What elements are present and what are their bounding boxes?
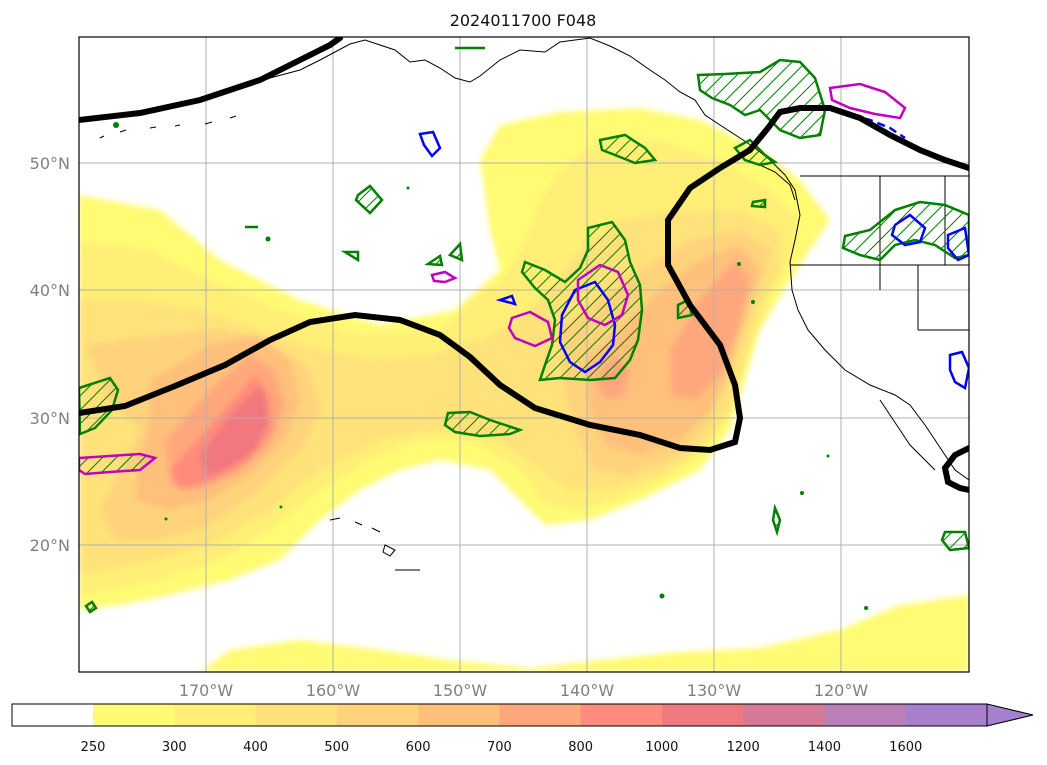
colorbar-swatches <box>12 704 988 726</box>
aleutian-islands <box>99 115 237 139</box>
lon-label-150w: 150°W <box>433 681 488 700</box>
colorbar-extend-arrow <box>986 703 1034 727</box>
colorbar-outline <box>11 703 988 727</box>
colorbar-tick-label: 1400 <box>808 740 841 755</box>
map-frame <box>78 36 970 673</box>
colorbar-swatch <box>905 704 988 726</box>
colorbar-tick-label: 700 <box>487 740 512 755</box>
blue-contour-sw <box>948 350 969 390</box>
green-contour-bc <box>733 138 779 167</box>
lon-label-120w: 120°W <box>814 681 869 700</box>
colorbar-tick-label: 1000 <box>645 740 678 755</box>
hawaii-islands <box>329 517 420 571</box>
blue-contours <box>418 110 969 390</box>
lat-label-20n: 20°N <box>30 536 70 555</box>
blue-contour-small <box>495 294 518 306</box>
lat-label-50n: 50°N <box>30 154 70 173</box>
colorbar-tick-label: 1200 <box>727 740 760 755</box>
green-contour-gulf <box>696 58 827 140</box>
colorbar-swatch <box>12 704 93 726</box>
lat-label-30n: 30°N <box>30 409 70 428</box>
ivt-250-south-band <box>200 595 969 672</box>
colorbar-swatch <box>174 704 257 726</box>
colorbar-tick-label: 300 <box>162 740 187 755</box>
lat-label-40n: 40°N <box>30 281 70 300</box>
green-contour-midpac <box>443 410 524 438</box>
lat-labels: 50°N 40°N 30°N 20°N <box>30 154 70 555</box>
colorbar-tick-label: 400 <box>243 740 268 755</box>
alaska-coastline <box>249 37 801 216</box>
lon-label-130w: 130°W <box>687 681 742 700</box>
jet-contour-main <box>79 105 969 454</box>
lon-label-170w: 170°W <box>179 681 234 700</box>
colorbar-tick-label: 800 <box>568 740 593 755</box>
green-contour-small-2 <box>447 241 464 262</box>
magenta-contour-small <box>430 270 458 284</box>
colorbar-swatch <box>743 704 825 726</box>
lon-label-140w: 140°W <box>560 681 615 700</box>
green-contour-central <box>520 220 644 382</box>
blue-contour-gulf-small <box>418 130 442 158</box>
jet-contour-se <box>941 445 969 493</box>
green-contour-small-6 <box>750 198 767 209</box>
us-west-coastline <box>789 214 969 481</box>
colorbar-swatch <box>255 704 338 726</box>
scattered-contour-dots <box>113 122 868 610</box>
ivt-1000-band <box>200 385 268 475</box>
colorbar-tick-label: 600 <box>406 740 431 755</box>
colorbar-swatch <box>418 704 500 726</box>
colorbar-tick-label: 250 <box>81 740 106 755</box>
green-contour-se <box>940 530 969 552</box>
map-title: 2024011700 F048 <box>450 11 597 30</box>
colorbar-swatch <box>336 704 419 726</box>
colorbar-swatch <box>93 704 175 726</box>
colorbar: 250 300 400 500 600 700 800 1000 1200 1400 1600 <box>11 703 1034 755</box>
blue-contour-rockies-2 <box>946 226 969 262</box>
blue-contour-central <box>558 280 617 374</box>
colorbar-swatch <box>824 704 907 726</box>
magenta-contour-westedge <box>79 452 158 476</box>
green-contour-north <box>598 133 658 165</box>
green-contours <box>79 46 969 614</box>
colorbar-swatch <box>499 704 582 726</box>
vancouver-island <box>759 164 796 201</box>
magenta-contour-west <box>507 310 554 348</box>
colorbar-swatch <box>661 704 744 726</box>
lon-labels: 170°W 160°W 150°W 140°W 130°W 120°W <box>179 681 869 700</box>
green-contour-small-1 <box>424 253 444 267</box>
lon-label-160w: 160°W <box>306 681 361 700</box>
map-panel <box>79 37 969 672</box>
green-contour-nw <box>354 184 384 215</box>
green-contour-small-5 <box>771 503 782 537</box>
green-contour-small-3 <box>340 250 360 263</box>
green-contour-small-9 <box>84 600 98 614</box>
jet-contours <box>79 37 969 493</box>
colorbar-tick-labels: 250 300 400 500 600 700 800 1000 1200 1400 1600 <box>81 740 923 755</box>
colorbar-tick-label: 1600 <box>889 740 922 755</box>
jet-contour-north <box>79 37 343 123</box>
colorbar-swatch <box>580 704 663 726</box>
magenta-contour-central <box>576 263 630 327</box>
magenta-contours <box>79 82 907 476</box>
baja-coastline <box>879 399 936 471</box>
blue-contour-rockies-1 <box>890 213 927 247</box>
colorbar-tick-label: 500 <box>324 740 349 755</box>
magenta-contour-gulf <box>828 82 907 120</box>
